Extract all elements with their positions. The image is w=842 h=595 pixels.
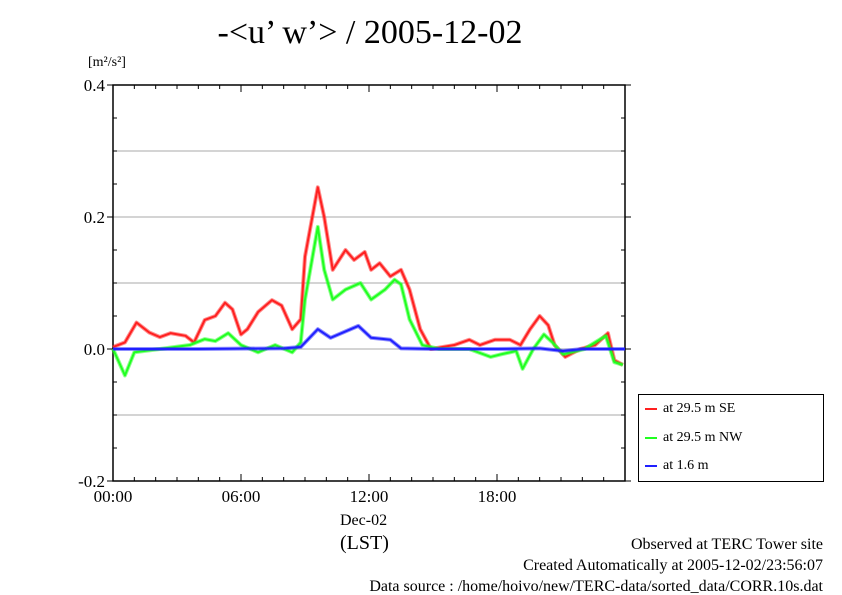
- y-axis-unit: [m²/s²]: [88, 55, 126, 70]
- x-axis-label: (LST): [340, 532, 389, 554]
- legend-label: at 1.6 m: [663, 458, 709, 473]
- x-date-label: Dec-02: [340, 512, 388, 529]
- chart-title: -<u’ w’> / 2005-12-02: [217, 14, 523, 51]
- y-tick-label: 0.2: [84, 208, 105, 227]
- footer-source: Data source : /home/hoivo/new/TERC-data/…: [369, 578, 823, 595]
- legend-swatch: [645, 465, 657, 467]
- legend-label: at 29.5 m NW: [663, 430, 743, 445]
- y-tick-label: 0.0: [84, 340, 105, 359]
- footer-created: Created Automatically at 2005-12-02/23:5…: [523, 557, 823, 574]
- x-tick-label: 18:00: [478, 487, 517, 506]
- legend-item: at 1.6 m: [645, 458, 709, 474]
- x-tick-label: 12:00: [350, 487, 389, 506]
- y-tick-label: -0.2: [78, 472, 105, 491]
- y-tick-label: 0.4: [84, 76, 106, 95]
- legend-swatch: [645, 437, 657, 439]
- legend-item: at 29.5 m SE: [645, 401, 735, 417]
- footer-site: Observed at TERC Tower site: [630, 536, 823, 553]
- legend-item: at 29.5 m NW: [645, 430, 742, 446]
- x-tick-label: 00:00: [94, 487, 133, 506]
- series-line: [112, 225, 624, 377]
- legend: at 29.5 m SE at 29.5 m NW at 1.6 m: [638, 394, 824, 482]
- series-line: [113, 324, 625, 352]
- x-tick-label: 06:00: [222, 487, 261, 506]
- series-line-halo: [111, 224, 624, 378]
- legend-label: at 29.5 m SE: [663, 401, 736, 416]
- legend-swatch: [645, 408, 657, 410]
- series-line: [112, 186, 624, 366]
